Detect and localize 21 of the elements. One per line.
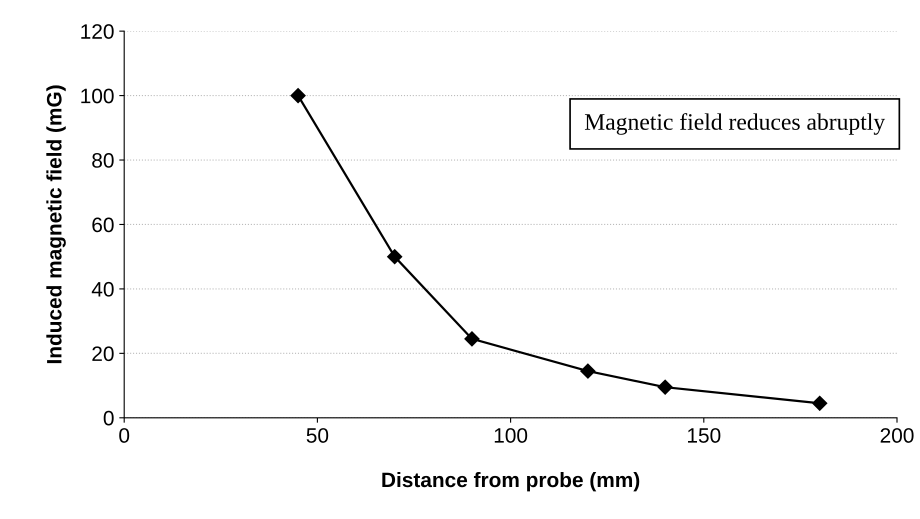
x-tick-label: 100: [494, 428, 528, 443]
x-axis-title: Distance from probe (mm): [382, 472, 640, 492]
x-tick-label: 50: [306, 428, 328, 443]
point: [580, 364, 596, 379]
point: [658, 380, 673, 395]
y-tick-label: 100: [81, 88, 114, 104]
point: [464, 331, 480, 346]
x-tick-label: 150: [688, 428, 720, 443]
point: [387, 249, 402, 264]
x-tick-label: 0: [119, 428, 130, 443]
annotation: Magnetic field reduces abruptly: [584, 113, 886, 135]
y-tick-label: 40: [92, 282, 114, 297]
x-tick-label: 200: [880, 428, 914, 443]
y-tick-label: 20: [92, 346, 114, 362]
point: [812, 396, 828, 411]
y-tick-label: 60: [92, 217, 114, 232]
point: [290, 88, 306, 104]
y-tick-label: 120: [81, 24, 114, 39]
y-tick-label: 0: [104, 410, 114, 426]
y-axis-title: Induced magnetic field (mG): [46, 85, 66, 364]
y-tick-label: 80: [92, 153, 114, 168]
